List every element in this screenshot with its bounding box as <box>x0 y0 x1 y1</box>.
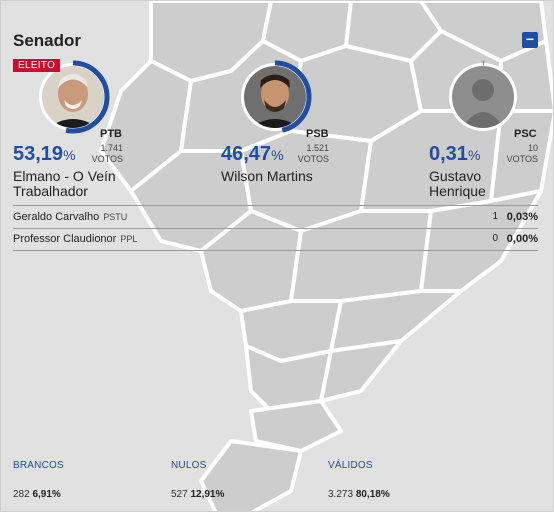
candidate-1-photo <box>35 59 111 135</box>
candidate-2-photo <box>237 59 313 135</box>
avatar <box>42 66 104 128</box>
other-candidate-percent: 0,00% <box>506 233 538 245</box>
candidate-1-percent: 53,19% <box>13 143 76 165</box>
avatar <box>244 66 306 128</box>
candidate-2-party: PSB <box>306 128 329 140</box>
candidate-3-photo <box>445 59 521 135</box>
candidate-1-votes: 1.741 VOTOS <box>91 143 123 164</box>
list-item: Geraldo Carvalho PSTU 1 0,03% <box>13 205 538 229</box>
candidate-2-percent: 46,47% <box>221 143 284 165</box>
other-candidate-percent: 0,03% <box>506 211 538 223</box>
candidate-3-party: PSC <box>514 128 537 140</box>
page-title: Senador <box>13 31 82 50</box>
list-item: Professor Claudionor PPL 0 0,00% <box>13 228 538 251</box>
candidate-2-name: Wilson Martins <box>221 168 313 184</box>
elected-badge: ELEITO <box>13 59 61 72</box>
valid-votes-value: 3.273 80,18% <box>328 489 390 500</box>
other-candidate-votes: 0 <box>492 233 498 244</box>
valid-votes-label: VÁLIDOS <box>328 460 373 471</box>
other-candidate-party: PSTU <box>103 212 128 222</box>
candidate-2-votes: 1.521 VOTOS <box>297 143 329 164</box>
other-candidate-name: Geraldo Carvalho <box>13 211 100 223</box>
candidate-3-name: Gustavo Henrique <box>429 168 486 199</box>
null-votes-label: NULOS <box>171 460 207 471</box>
other-candidate-name: Professor Claudionor <box>13 233 117 245</box>
blank-votes-value: 282 6,91% <box>13 489 61 500</box>
null-votes-value: 527 12,91% <box>171 489 225 500</box>
blank-votes-label: BRANCOS <box>13 460 64 471</box>
candidate-1-name: Elmano - O Veín Trabalhador <box>13 168 116 199</box>
avatar-placeholder-icon <box>452 66 514 128</box>
collapse-button[interactable]: − <box>522 32 538 48</box>
candidate-1-party: PTB <box>100 128 122 140</box>
candidate-3-percent: 0,31% <box>429 143 481 165</box>
other-candidate-votes: 1 <box>492 211 498 222</box>
candidate-3-votes: 10 VOTOS <box>506 143 538 164</box>
other-candidate-party: PPL <box>120 234 138 244</box>
